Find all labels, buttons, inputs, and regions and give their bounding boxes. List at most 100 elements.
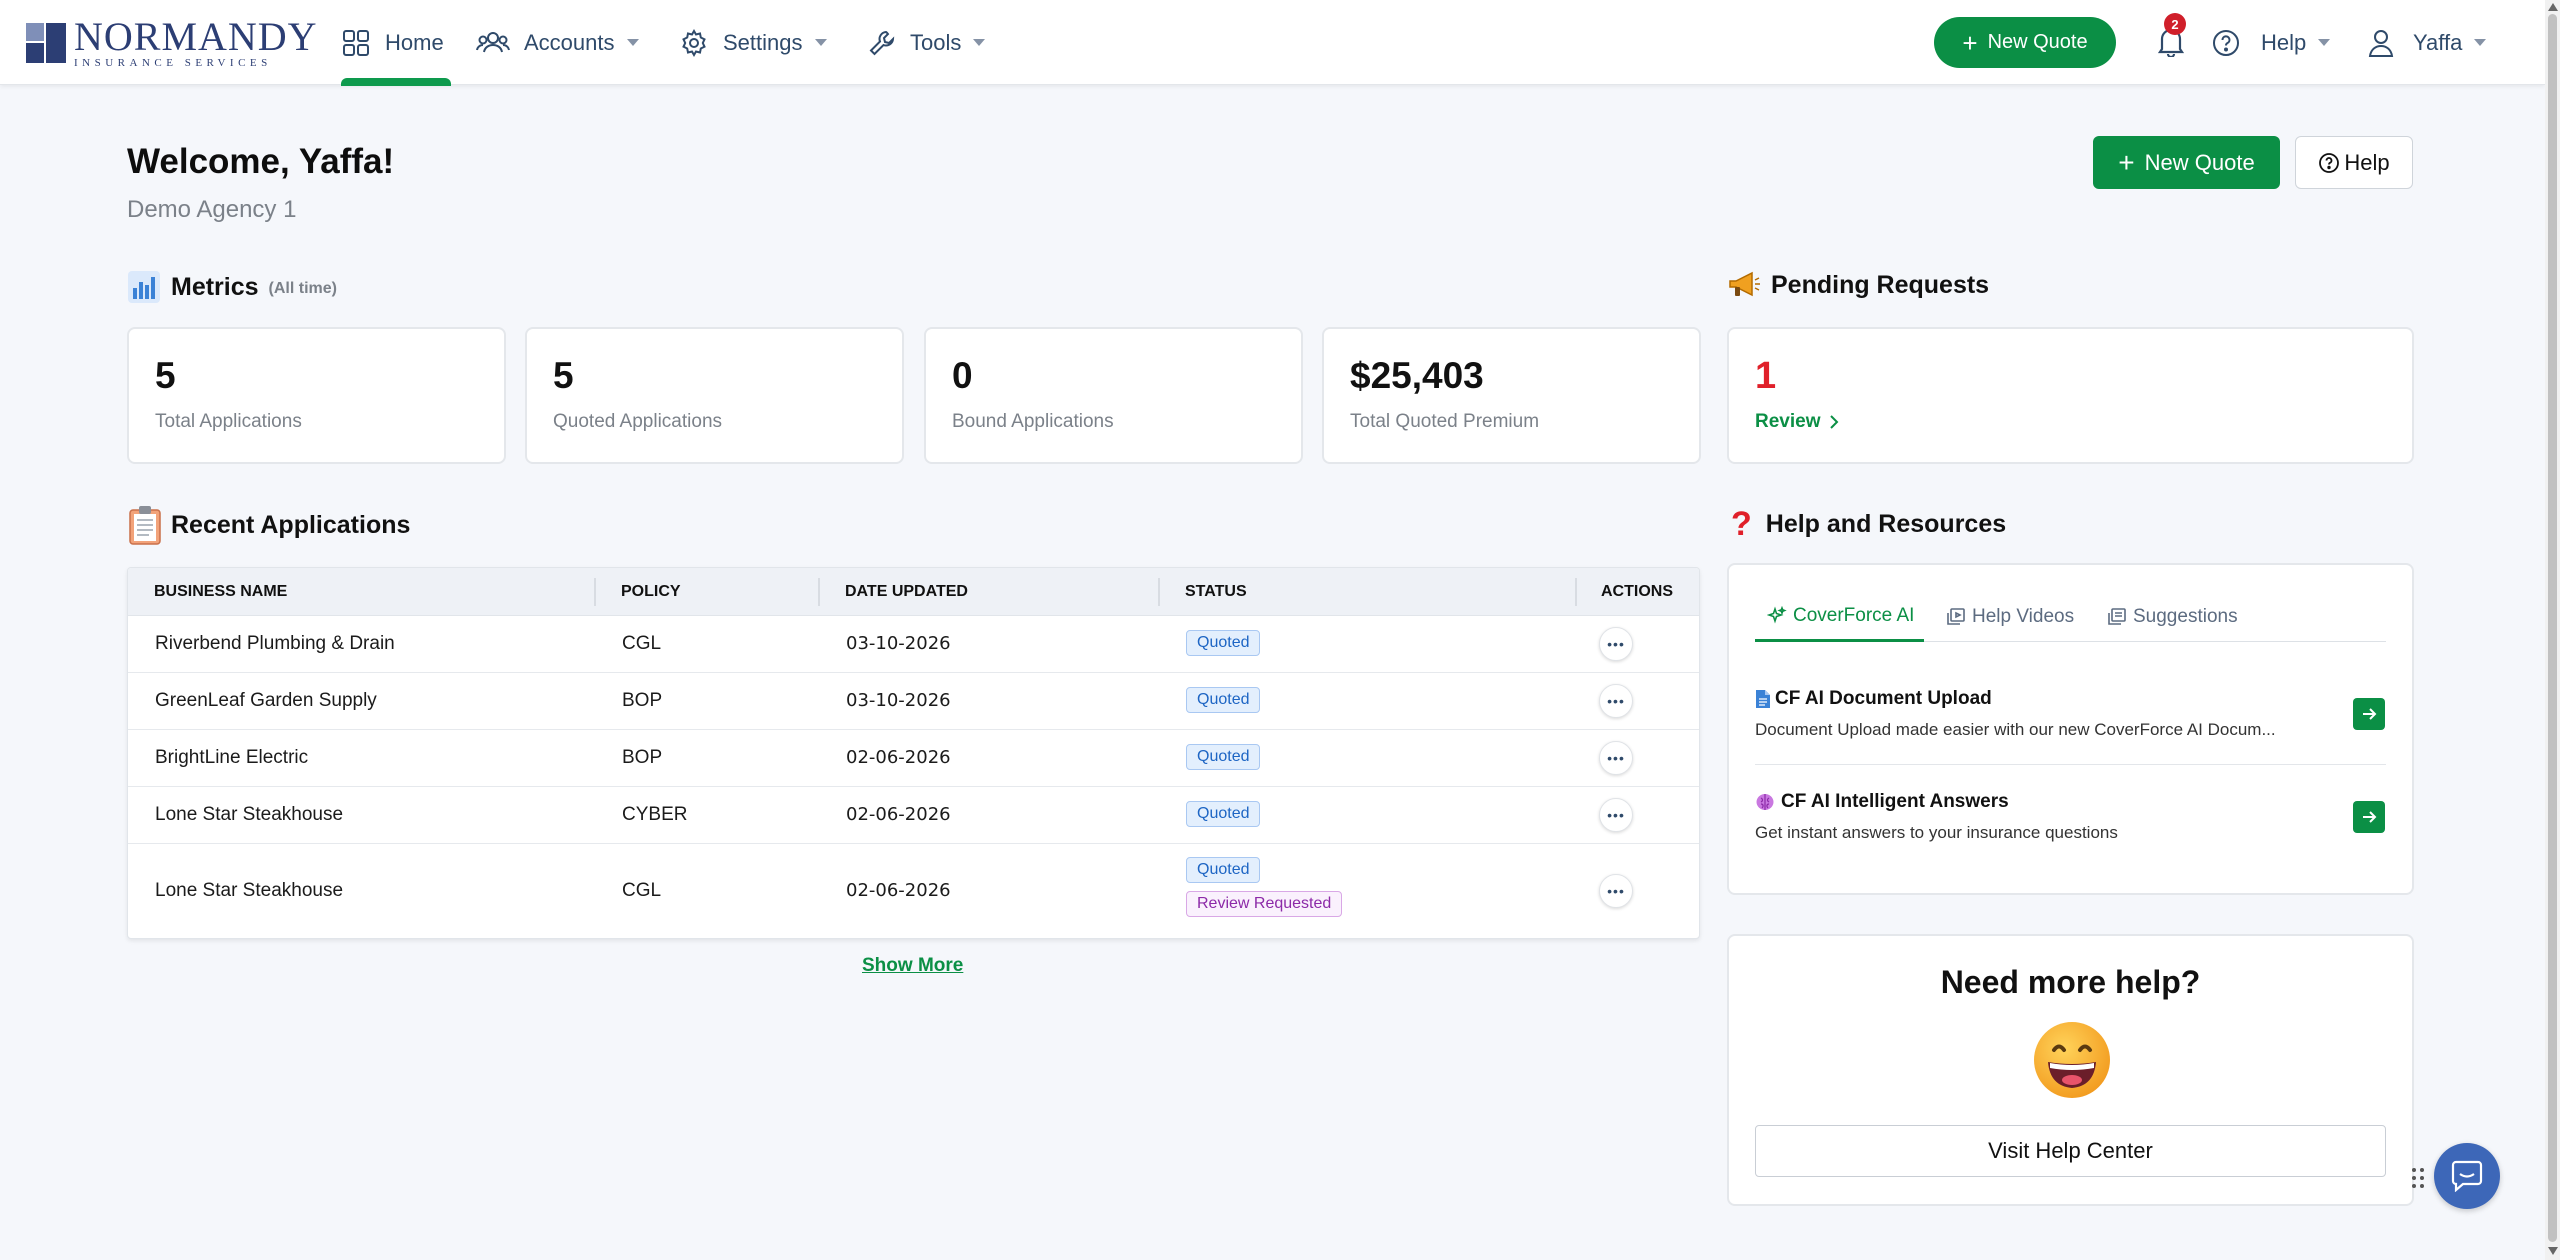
- review-link[interactable]: Review: [1755, 411, 1840, 433]
- row-actions-button[interactable]: •••: [1599, 627, 1633, 661]
- help-button[interactable]: Help: [2295, 136, 2413, 189]
- nav-tools-label: Tools: [910, 29, 962, 55]
- nav-accounts[interactable]: Accounts: [476, 0, 639, 85]
- tab-coverforce-ai[interactable]: CoverForce AI: [1755, 592, 1925, 642]
- column-header-status[interactable]: STATUS: [1185, 583, 1247, 600]
- chevron-down-icon: [814, 39, 827, 46]
- date-cell: 03-10-2026: [846, 633, 951, 654]
- column-header-business-name[interactable]: BUSINESS NAME: [154, 583, 288, 600]
- column-divider: [818, 578, 820, 606]
- nav-tools[interactable]: Tools: [868, 0, 986, 85]
- plus-icon: +: [1962, 27, 1978, 58]
- users-icon: [476, 31, 510, 52]
- chevron-down-icon: [973, 39, 986, 46]
- drag-handle-icon[interactable]: [2411, 1167, 2425, 1189]
- plus-icon: +: [2118, 146, 2135, 178]
- nav-new-quote-label: New Quote: [1987, 31, 2088, 53]
- metric-label: Total Quoted Premium: [1350, 411, 1540, 432]
- help-circle-icon: [2319, 152, 2340, 173]
- status-cell: Quoted: [1186, 687, 1261, 713]
- tab-suggestions[interactable]: Suggestions: [2107, 592, 2238, 642]
- column-header-policy[interactable]: POLICY: [621, 583, 681, 600]
- status-badge: Review Requested: [1186, 891, 1343, 917]
- nav-user-menu[interactable]: Yaffa: [2367, 0, 2487, 85]
- help-circle-icon: [2213, 29, 2239, 56]
- table-row[interactable]: BrightLine Electric BOP 02-06-2026 Quote…: [128, 730, 1699, 787]
- more-icon: •••: [1607, 693, 1625, 709]
- status-cell: Quoted: [1186, 801, 1261, 827]
- nav-settings[interactable]: Settings: [679, 0, 827, 85]
- scroll-down-arrow-icon[interactable]: [2548, 1247, 2558, 1255]
- more-icon: •••: [1607, 807, 1625, 823]
- metric-value: 0: [952, 355, 973, 396]
- metric-value: 5: [155, 355, 176, 396]
- show-more-link[interactable]: Show More: [862, 955, 964, 976]
- open-resource-button[interactable]: [2353, 698, 2385, 730]
- table-row[interactable]: Riverbend Plumbing & Drain CGL 03-10-202…: [128, 616, 1699, 673]
- table-row[interactable]: Lone Star Steakhouse CGL 02-06-2026 Quot…: [128, 844, 1699, 938]
- policy-cell: CGL: [622, 633, 662, 654]
- new-quote-button[interactable]: + New Quote: [2093, 136, 2280, 189]
- column-header-actions: ACTIONS: [1601, 583, 1673, 600]
- normandy-logo[interactable]: NORMANDY INSURANCE SERVICES: [26, 14, 318, 69]
- arrow-right-icon: [2363, 708, 2377, 720]
- resource-item-title[interactable]: CF AI Intelligent Answers: [1755, 791, 2009, 813]
- gear-icon: [682, 28, 706, 57]
- resource-item-description: Document Upload made easier with our new…: [1755, 720, 2276, 739]
- metrics-title: Metrics: [171, 272, 259, 301]
- scroll-up-arrow-icon[interactable]: [2548, 3, 2558, 11]
- agency-name: Demo Agency 1: [127, 196, 297, 223]
- metric-card-quoted-applications: 5 Quoted Applications: [525, 327, 904, 464]
- chevron-right-icon: [1830, 415, 1839, 429]
- nav-home[interactable]: Home: [341, 0, 444, 85]
- table-row[interactable]: Lone Star Steakhouse CYBER 02-06-2026 Qu…: [128, 787, 1699, 844]
- logo-name: NORMANDY: [74, 14, 318, 59]
- metric-label: Total Applications: [155, 411, 302, 432]
- recent-applications-title: Recent Applications: [171, 510, 411, 539]
- document-icon: [1756, 690, 1770, 708]
- metrics-subtitle: (All time): [268, 280, 337, 297]
- nav-help[interactable]: Help: [2211, 0, 2331, 85]
- review-link-label: Review: [1755, 411, 1821, 432]
- metric-value: 5: [553, 355, 574, 396]
- metric-value: $25,403: [1350, 355, 1484, 396]
- active-tab-indicator: [341, 78, 451, 86]
- chevron-down-icon: [2318, 39, 2331, 46]
- row-actions-button[interactable]: •••: [1599, 741, 1633, 775]
- tab-help-videos[interactable]: Help Videos: [1946, 592, 2074, 642]
- chevron-down-icon: [626, 39, 639, 46]
- resource-item-title-label: CF AI Intelligent Answers: [1781, 791, 2009, 812]
- row-actions-button[interactable]: •••: [1599, 798, 1633, 832]
- status-badge: Quoted: [1186, 857, 1261, 883]
- row-actions-button[interactable]: •••: [1599, 684, 1633, 718]
- nav-new-quote-button[interactable]: + New Quote: [1934, 17, 2116, 68]
- video-library-icon: [1947, 608, 1965, 625]
- resource-item-title[interactable]: CF AI Document Upload: [1755, 688, 1992, 710]
- chat-widget-button[interactable]: [2434, 1143, 2500, 1209]
- column-divider: [1575, 578, 1577, 606]
- scrollbar-thumb[interactable]: [2548, 14, 2557, 1242]
- table-row[interactable]: GreenLeaf Garden Supply BOP 03-10-2026 Q…: [128, 673, 1699, 730]
- column-header-date-updated[interactable]: DATE UPDATED: [845, 583, 968, 600]
- help-button-label: Help: [2344, 149, 2390, 175]
- resource-item-title-label: CF AI Document Upload: [1775, 688, 1992, 709]
- status-badge: Quoted: [1186, 744, 1261, 770]
- nav-settings-label: Settings: [723, 29, 803, 55]
- tab-help-videos-label: Help Videos: [1972, 606, 2075, 627]
- chevron-down-icon: [2474, 39, 2487, 46]
- notification-badge: 2: [2164, 13, 2186, 35]
- grinning-face-icon: [2034, 1022, 2110, 1098]
- welcome-title: Welcome, Yaffa!: [127, 142, 395, 181]
- visit-help-center-button[interactable]: Visit Help Center: [1755, 1125, 2386, 1177]
- business-name-cell: BrightLine Electric: [155, 747, 309, 768]
- help-resources-title: Help and Resources: [1765, 510, 2007, 538]
- open-resource-button[interactable]: [2353, 801, 2385, 833]
- date-cell: 03-10-2026: [846, 690, 951, 711]
- nav-home-label: Home: [385, 29, 444, 55]
- policy-cell: BOP: [622, 747, 663, 768]
- column-divider: [1158, 578, 1160, 606]
- business-name-cell: Riverbend Plumbing & Drain: [155, 633, 395, 654]
- row-actions-button[interactable]: •••: [1599, 874, 1633, 908]
- date-cell: 02-06-2026: [846, 880, 951, 901]
- grid-icon: [343, 29, 369, 56]
